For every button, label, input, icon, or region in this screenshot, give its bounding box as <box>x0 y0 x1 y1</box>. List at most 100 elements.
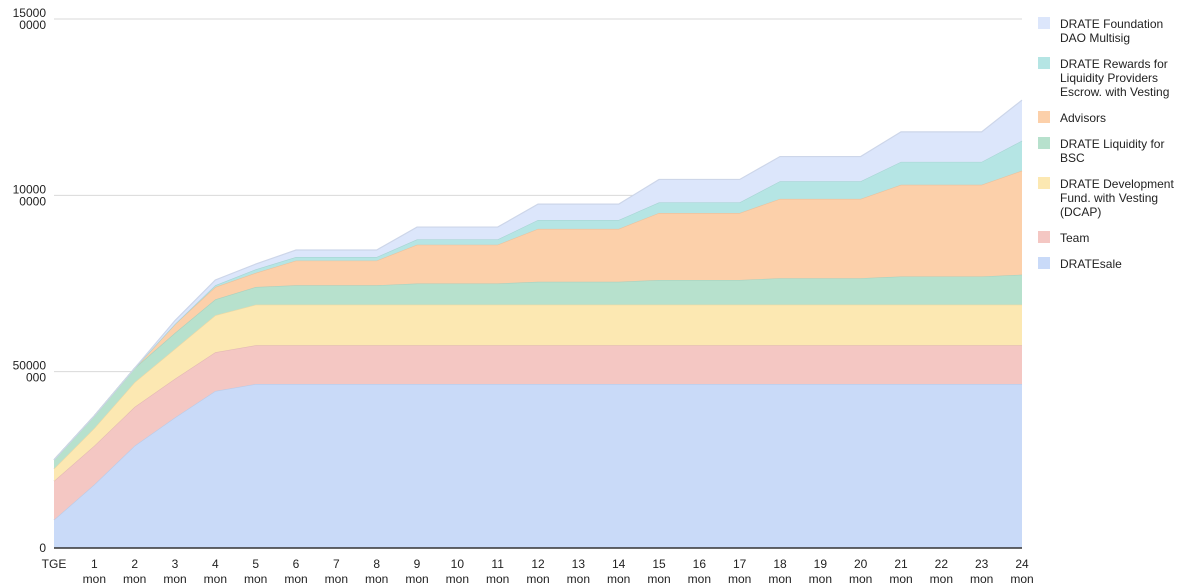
x-tick-label-line: 14 <box>612 557 626 571</box>
x-tick-label: 24 mon <box>1010 557 1033 586</box>
legend-label-team-line: Team <box>1060 231 1089 245</box>
x-tick-label: 3 mon <box>163 557 186 586</box>
x-tick-label: 10 mon <box>446 557 469 586</box>
x-tick-label-line: 3 <box>172 557 179 571</box>
x-tick-label-line: mon <box>204 572 227 586</box>
x-tick-label-line: 18 <box>773 557 787 571</box>
y-tick-label: 10000 0000 <box>13 182 47 208</box>
x-tick-label-line: 13 <box>572 557 586 571</box>
x-tick-label: 5 mon <box>244 557 267 586</box>
y-tick-label: 15000 0000 <box>13 6 47 32</box>
x-tick-label-line: 6 <box>293 557 300 571</box>
x-tick-label-line: mon <box>83 572 106 586</box>
x-tick-label-line: 17 <box>733 557 747 571</box>
x-tick-label-line: 1 <box>91 557 98 571</box>
legend-label-team: Team <box>1060 231 1089 245</box>
x-tick-label: 11 mon <box>486 557 509 586</box>
x-tick-label-line: 21 <box>894 557 908 571</box>
legend-label-dratesale: DRATEsale <box>1060 257 1122 271</box>
x-tick-label-line: 8 <box>373 557 380 571</box>
x-tick-label-line: 15 <box>652 557 666 571</box>
x-tick-label-line: mon <box>365 572 388 586</box>
x-tick-label: 7 mon <box>325 557 348 586</box>
y-tick-label-line: 0 <box>39 541 46 555</box>
x-tick-label-line: mon <box>970 572 993 586</box>
legend-swatch-drate-foundation-dao-multisig <box>1038 17 1050 29</box>
legend-label-drate-foundation-dao-multisig-line: DAO Multisig <box>1060 31 1130 45</box>
legend-swatch-dratesale <box>1038 257 1050 269</box>
area-drate-foundation-dao-multisig <box>54 100 1022 460</box>
y-tick-label-line: 0000 <box>19 194 46 208</box>
legend-label-drate-rewards-for-liquidity-providers-escrow-with-vesting-line: DRATE Rewards for <box>1060 57 1168 71</box>
legend-swatch-drate-rewards-for-liquidity-providers-escrow-with-vesting <box>1038 57 1050 69</box>
x-tick-label: 22 mon <box>930 557 953 586</box>
x-tick-label-line: mon <box>688 572 711 586</box>
x-tick-label-line: 11 <box>491 557 504 571</box>
legend: DRATE Foundation DAO Multisig DRATE Reward… <box>1038 17 1174 271</box>
legend-label-drate-liquidity-for-bsc-line: DRATE Liquidity for <box>1060 137 1164 151</box>
x-tick-label-line: mon <box>607 572 630 586</box>
legend-swatch-advisors <box>1038 111 1050 123</box>
legend-label-drate-foundation-dao-multisig-line: DRATE Foundation <box>1060 17 1163 31</box>
area-series-group <box>53 99 1023 548</box>
x-tick-label-line: 4 <box>212 557 219 571</box>
area-advisors <box>54 170 1022 460</box>
area-drate-liquidity-for-bsc <box>54 274 1022 469</box>
x-tick-label: 15 mon <box>647 557 670 586</box>
x-tick-label: 16 mon <box>688 557 711 586</box>
area-drate-development-fund-with-vesting-dcap <box>54 304 1022 481</box>
x-tick-label-line: mon <box>768 572 791 586</box>
x-tick-label: 23 mon <box>970 557 993 586</box>
x-tick-label-line: 22 <box>935 557 949 571</box>
series-line-drate-foundation-dao-multisig <box>53 99 1023 461</box>
x-tick-label-line: 16 <box>693 557 707 571</box>
y-tick-label-line: 10000 <box>13 182 47 196</box>
x-tick-label-line: mon <box>849 572 872 586</box>
area-drate-rewards-for-liquidity-providers-escrow-with-vesting <box>54 140 1022 460</box>
x-tick-label-line: 5 <box>252 557 259 571</box>
legend-swatch-drate-development-fund-with-vesting-dcap <box>1038 177 1050 189</box>
x-tick-label-line: TGE <box>42 557 67 571</box>
x-tick-label-line: 9 <box>414 557 421 571</box>
legend-swatch-drate-liquidity-for-bsc <box>1038 137 1050 149</box>
legend-swatch-team <box>1038 231 1050 243</box>
x-tick-label-line: mon <box>446 572 469 586</box>
legend-label-drate-rewards-for-liquidity-providers-escrow-with-vesting-line: Escrow. with Vesting <box>1060 85 1169 99</box>
x-tick-label: 19 mon <box>809 557 832 586</box>
x-tick-label-line: 19 <box>814 557 828 571</box>
x-tick-label: 18 mon <box>768 557 791 586</box>
x-tick-label: TGE <box>42 557 67 571</box>
legend-label-drate-liquidity-for-bsc-line: BSC <box>1060 151 1085 165</box>
legend-label-drate-foundation-dao-multisig: DRATE Foundation DAO Multisig <box>1060 17 1163 45</box>
x-tick-label-line: mon <box>163 572 186 586</box>
y-tick-label-line: 15000 <box>13 6 47 20</box>
x-tick-label-line: mon <box>526 572 549 586</box>
x-tick-label: 4 mon <box>204 557 227 586</box>
x-tick-label-line: mon <box>567 572 590 586</box>
x-tick-label-line: mon <box>809 572 832 586</box>
legend-label-dratesale-line: DRATEsale <box>1060 257 1122 271</box>
legend-label-drate-development-fund-with-vesting-dcap: DRATE Development Fund. with Vesting (DCAP… <box>1060 177 1174 219</box>
x-tick-label-line: mon <box>486 572 509 586</box>
x-tick-label-line: mon <box>1010 572 1033 586</box>
area-team <box>54 345 1022 520</box>
legend-label-drate-development-fund-with-vesting-dcap-line: DRATE Development <box>1060 177 1174 191</box>
x-tick-label-line: 24 <box>1015 557 1029 571</box>
x-tick-label-line: 20 <box>854 557 868 571</box>
x-tick-label: 6 mon <box>284 557 307 586</box>
x-tick-label-line: mon <box>123 572 146 586</box>
x-tick-label-line: mon <box>889 572 912 586</box>
y-tick-label-line: 50000 <box>13 359 47 373</box>
x-tick-label: 20 mon <box>849 557 872 586</box>
x-tick-label-line: 23 <box>975 557 989 571</box>
x-tick-label: 12 mon <box>526 557 549 586</box>
x-tick-label: 8 mon <box>365 557 388 586</box>
legend-label-drate-liquidity-for-bsc: DRATE Liquidity for BSC <box>1060 137 1164 165</box>
x-tick-label-line: mon <box>284 572 307 586</box>
x-tick-label: 21 mon <box>889 557 912 586</box>
area-dratesale <box>54 384 1022 548</box>
legend-label-drate-rewards-for-liquidity-providers-escrow-with-vesting-line: Liquidity Providers <box>1060 71 1158 85</box>
y-tick-label-line: 0000 <box>19 18 46 32</box>
